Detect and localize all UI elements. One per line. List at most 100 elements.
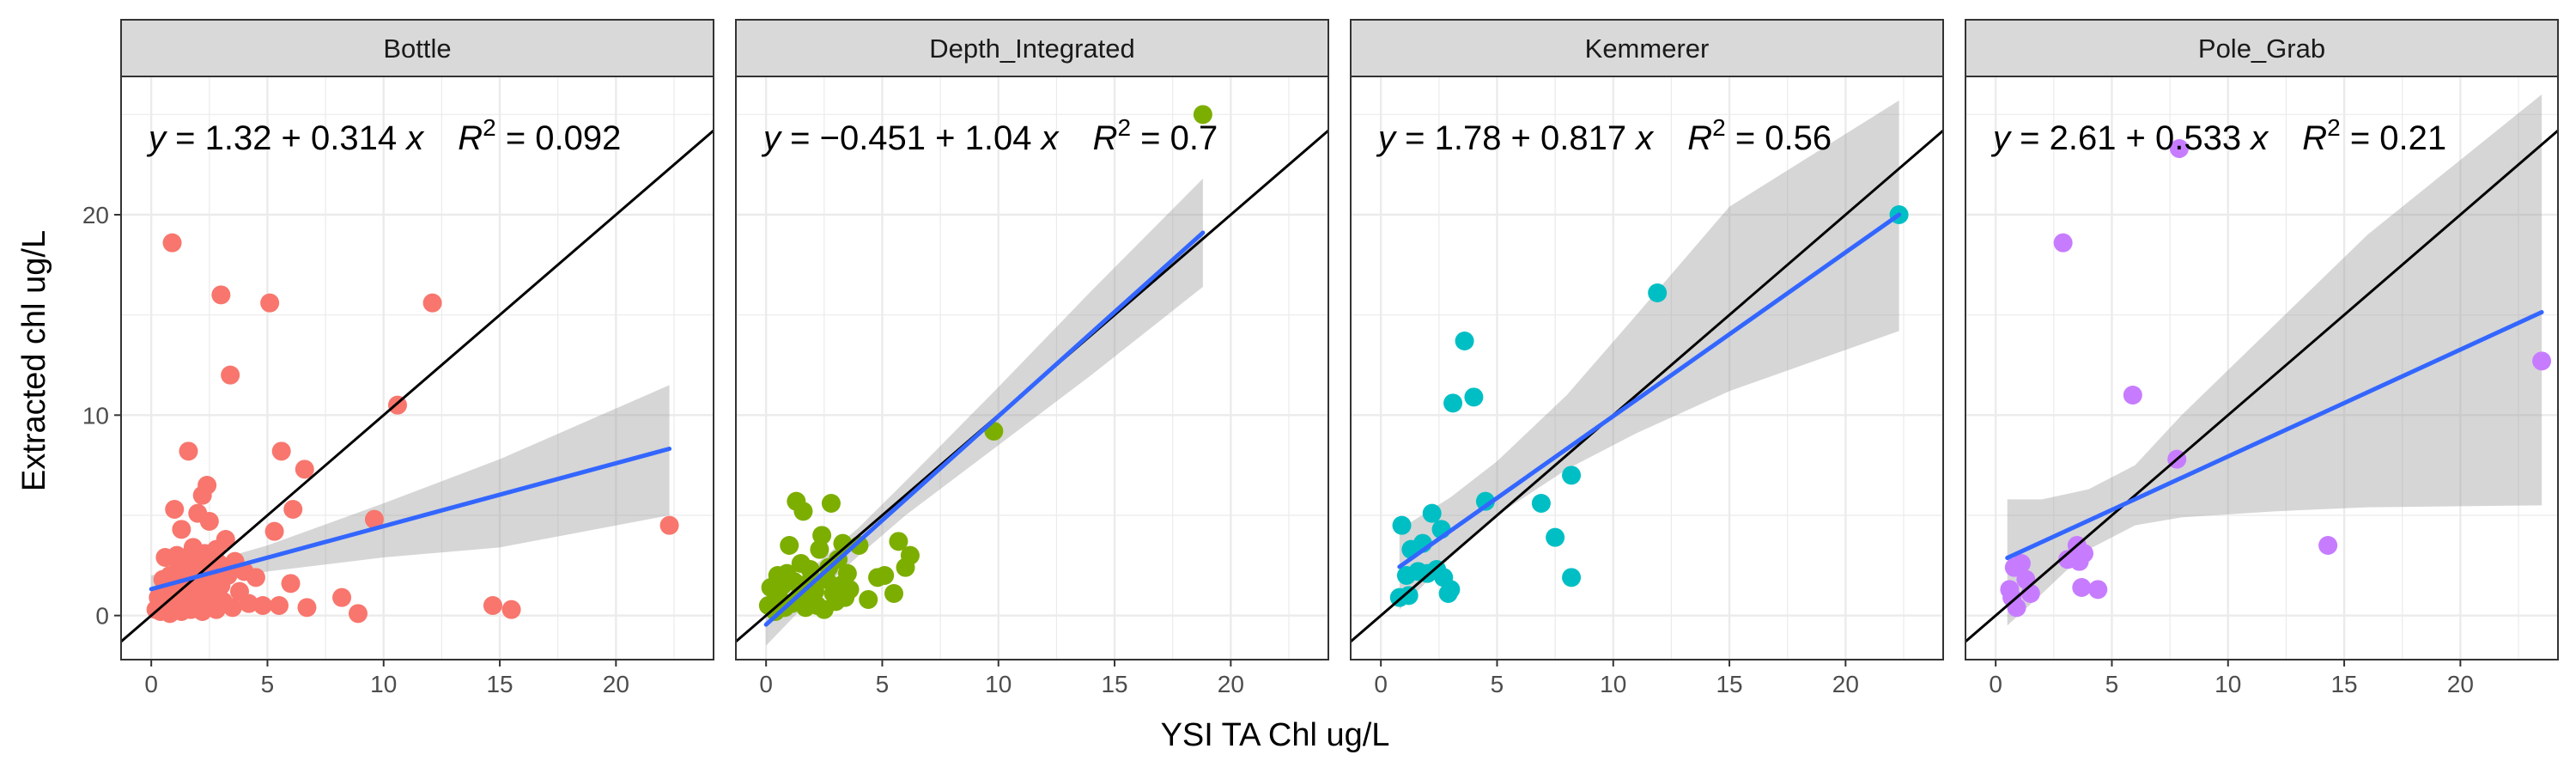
data-point [501, 600, 521, 619]
eq-r-squared: = 0.21 [2341, 119, 2446, 157]
panel-bottle: Bottle y = 1.32 + 0.314 x R2 = 0.092 0 5 10 1… [82, 19, 714, 697]
data-point [1441, 580, 1461, 600]
regression-equation: y = −0.451 + 1.04 x R2 = 0.7 [761, 114, 1218, 157]
data-point [900, 545, 920, 565]
data-point [1531, 494, 1551, 513]
x-tick-label: 10 [2215, 671, 2241, 697]
eq-r-squared: = 0.092 [496, 119, 622, 157]
panel-border [1350, 76, 1944, 660]
minor-grid [1965, 76, 2558, 660]
data-point [810, 539, 829, 559]
data-point [162, 233, 182, 253]
data-point [780, 536, 799, 555]
data-point [833, 533, 853, 553]
y-tick-label: 0 [95, 603, 109, 630]
eq-y-symbol: y [146, 119, 168, 157]
eq-coefficients: = −0.451 + 1.04 [781, 119, 1042, 157]
regression-equation: y = 2.61 + 0.533 x R2 = 0.21 [1990, 114, 2446, 157]
data-point [2007, 598, 2026, 618]
data-point [221, 365, 240, 385]
data-point [1399, 586, 1419, 606]
y-axis: 0 10 20 [82, 202, 121, 630]
eq-r-symbol: R [1687, 119, 1712, 157]
eq-r-squared: = 0.56 [1726, 119, 1832, 157]
facet-strip [120, 19, 714, 77]
eq-superscript: 2 [2327, 114, 2341, 141]
data-point [199, 512, 219, 531]
data-point [884, 584, 903, 603]
x-tick-label: 5 [876, 671, 890, 697]
facet-label: Bottle [383, 33, 451, 64]
data-point [270, 596, 289, 615]
point-group [146, 233, 679, 624]
fit-line [149, 446, 672, 592]
fit-line [1397, 212, 1902, 569]
eq-x-symbol: x [1040, 119, 1060, 157]
data-point [875, 566, 895, 585]
data-point [349, 604, 368, 624]
data-point [216, 530, 235, 549]
data-point [260, 293, 280, 313]
data-point [821, 494, 841, 513]
data-point [2072, 578, 2092, 597]
x-tick-label: 15 [1716, 671, 1742, 697]
point-group [2000, 139, 2552, 618]
point-group [1389, 205, 1909, 607]
data-point [1392, 515, 1412, 535]
x-tick-label: 20 [603, 671, 629, 697]
x-tick-label: 5 [2105, 671, 2119, 697]
data-point [283, 500, 303, 519]
data-point [2123, 386, 2142, 405]
major-grid [121, 76, 714, 660]
facet-strip [1350, 19, 1944, 77]
x-axis: 0 5 10 15 20 [1989, 660, 2474, 697]
data-point [364, 509, 384, 529]
x-tick-label: 20 [2447, 671, 2474, 697]
data-point [2011, 554, 2031, 573]
fit-line [763, 230, 1206, 627]
eq-spacer [423, 119, 458, 157]
eq-spacer [1653, 119, 1687, 157]
eq-spacer [2268, 119, 2302, 157]
data-point [1464, 387, 1484, 407]
eq-y-symbol: y [1376, 119, 1398, 157]
data-point [2318, 536, 2338, 555]
x-tick-label: 0 [1989, 671, 2002, 697]
x-tick-label: 15 [2330, 671, 2357, 697]
eq-superscript: 2 [1117, 114, 1131, 141]
x-tick-label: 0 [759, 671, 773, 697]
eq-coefficients: = 1.78 + 0.817 [1395, 119, 1636, 157]
confidence-ribbon [1399, 100, 1899, 610]
data-point [2088, 580, 2108, 600]
data-point [659, 515, 679, 535]
data-point [295, 460, 314, 479]
facet-label: Depth_Integrated [929, 33, 1135, 64]
data-point [281, 574, 301, 593]
data-point [889, 532, 908, 551]
data-point [264, 521, 284, 541]
y-tick-label: 20 [82, 202, 109, 228]
data-point [422, 293, 442, 313]
data-point [239, 593, 258, 613]
x-tick-label: 10 [370, 671, 397, 697]
major-grid [1351, 76, 1943, 660]
x-tick-label: 10 [1600, 671, 1626, 697]
data-point [332, 587, 352, 607]
eq-x-symbol: x [2249, 119, 2269, 157]
data-point [172, 520, 191, 539]
data-point [1443, 393, 1463, 413]
data-point [179, 441, 198, 461]
data-point [1648, 283, 1668, 302]
identity-line [1965, 129, 2558, 643]
facet-strip [1965, 19, 2559, 77]
eq-coefficients: = 2.61 + 0.533 [2010, 119, 2251, 157]
fit-line [2005, 310, 2544, 561]
data-point [197, 476, 217, 495]
regression-equation: y = 1.78 + 0.817 x R2 = 0.56 [1376, 114, 1832, 157]
data-point [859, 590, 878, 609]
data-point [253, 596, 273, 615]
data-point [483, 596, 502, 615]
